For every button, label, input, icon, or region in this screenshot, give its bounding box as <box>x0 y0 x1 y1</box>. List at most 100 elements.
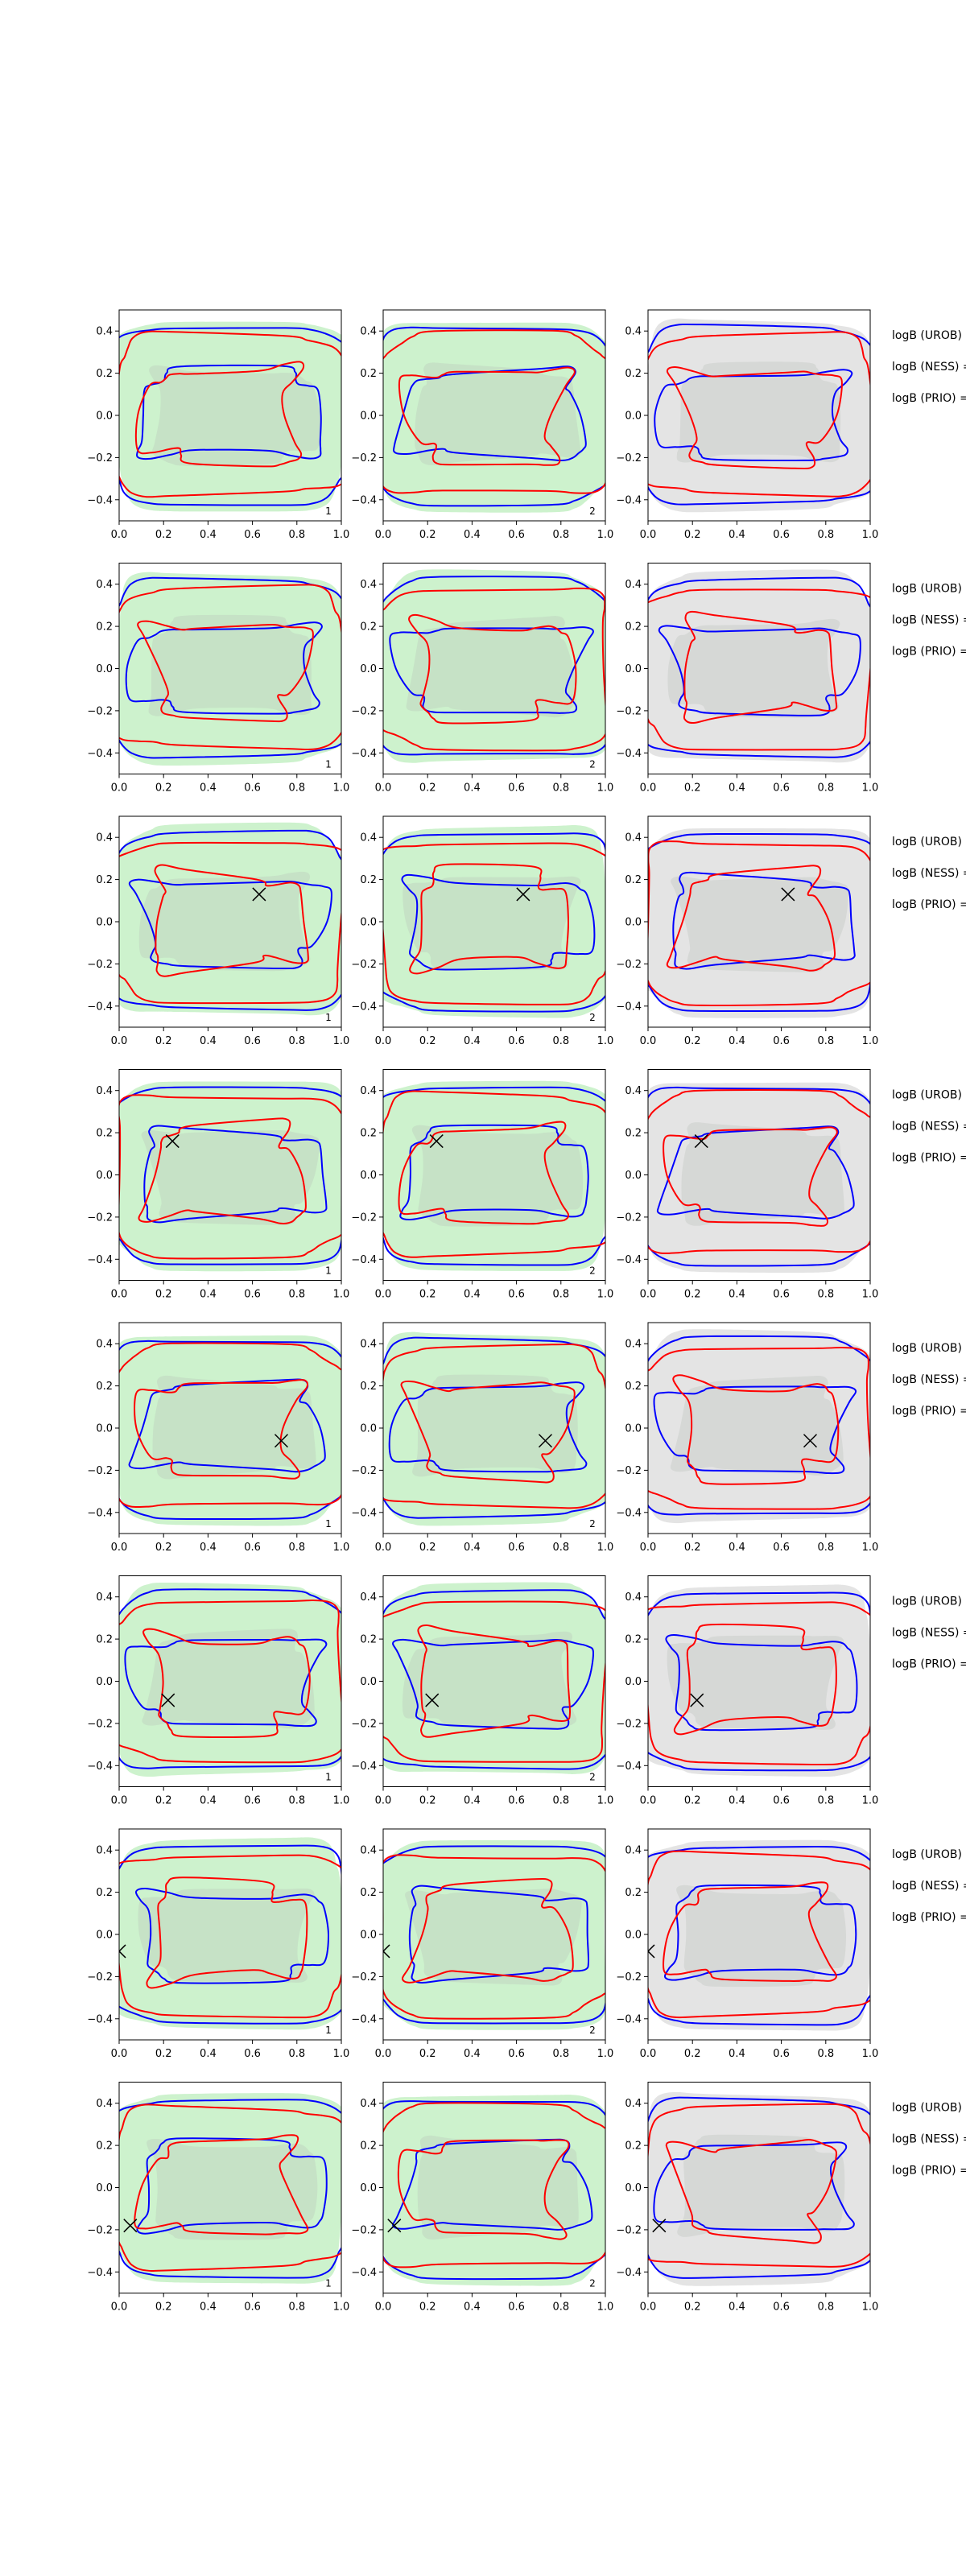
density-region <box>119 1582 341 1777</box>
red-contour-inner <box>397 2139 570 2240</box>
density-region <box>119 2093 341 2284</box>
logb-label-3: logB (PRIO) = <box>892 1405 966 1418</box>
y-tick-label: 0.0 <box>360 2182 377 2194</box>
y-tick-label: 0.4 <box>360 1591 377 1604</box>
x-tick-label: 0.0 <box>640 1542 657 1554</box>
x-tick-label: 0.2 <box>419 782 436 795</box>
y-tick-label: 0.2 <box>625 1128 642 1140</box>
y-tick-label: −0.4 <box>351 1761 377 1773</box>
x-tick-label: 0.4 <box>200 2301 217 2314</box>
y-tick-label: −0.4 <box>87 1761 113 1773</box>
x-tick-label: 0.4 <box>200 1035 217 1047</box>
y-tick-label: −0.4 <box>616 1761 642 1773</box>
panel-number: 1 <box>325 1012 332 1023</box>
x-tick-label: 0.8 <box>552 529 569 541</box>
x-tick-label: 0.6 <box>244 1035 261 1047</box>
y-tick-label: −0.2 <box>87 1718 113 1730</box>
y-tick-label: 0.0 <box>625 1170 642 1182</box>
blue-contour-inner <box>389 626 594 714</box>
x-tick-label: 1.0 <box>862 2048 879 2060</box>
x-tick-label: 0.6 <box>508 1035 525 1047</box>
density-region <box>383 1080 605 1271</box>
blue-contour-outer <box>648 1335 870 1516</box>
x-tick-label: 1.0 <box>597 1035 614 1047</box>
x-tick-label: 0.2 <box>684 1795 701 1807</box>
x-tick-label: 0.0 <box>640 1035 657 1047</box>
x-marker <box>161 1693 175 1707</box>
logb-label-2: logB (NESS) = <box>892 1121 966 1133</box>
x-marker <box>274 1434 289 1448</box>
blue-contour-inner <box>653 1385 857 1475</box>
x-tick-label: 0.6 <box>773 1289 790 1301</box>
y-tick-label: 0.4 <box>360 1085 377 1097</box>
y-tick-label: 0.0 <box>96 663 113 675</box>
red-contour-inner <box>134 1379 309 1480</box>
y-tick-label: 0.0 <box>96 1676 113 1688</box>
x-tick-label: 0.6 <box>244 782 261 795</box>
x-tick-label: 1.0 <box>333 782 350 795</box>
x-tick-label: 0.4 <box>464 782 481 795</box>
y-tick-label: 0.2 <box>360 1887 377 1899</box>
x-tick-label: 0.2 <box>155 529 172 541</box>
density-core <box>417 2135 579 2240</box>
density-core <box>138 871 311 972</box>
logb-label-2: logB (NESS) = <box>892 1373 966 1386</box>
x-tick-label: 0.2 <box>684 2301 701 2314</box>
red-contour-outer <box>383 329 605 494</box>
y-tick-label: −0.2 <box>351 452 377 464</box>
blue-contour-outer <box>648 1086 870 1267</box>
x-tick-label: 0.6 <box>244 529 261 541</box>
y-tick-label: 0.2 <box>360 621 377 634</box>
y-tick-label: 0.2 <box>625 1887 642 1899</box>
y-tick-label: −0.2 <box>87 1212 113 1224</box>
y-tick-label: 0.4 <box>96 326 113 338</box>
blue-contour-outer <box>119 829 341 1011</box>
blue-contour-outer <box>648 2096 870 2279</box>
x-tick-label: 0.6 <box>244 2048 261 2060</box>
x-tick-label: 0.4 <box>200 1542 217 1554</box>
y-tick-label: 0.2 <box>96 1887 113 1899</box>
panel-number: 2 <box>589 1518 596 1530</box>
y-tick-label: 0.0 <box>360 917 377 929</box>
red-contour-inner <box>134 2134 309 2235</box>
density-core <box>402 876 581 970</box>
x-tick-label: 0.0 <box>111 1542 128 1554</box>
y-tick-label: 0.2 <box>96 1381 113 1393</box>
y-tick-label: 0.0 <box>625 2182 642 2194</box>
density-region <box>383 1331 605 1526</box>
x-tick-label: 0.4 <box>729 1289 745 1301</box>
logb-label-1: logB (UROB) = <box>892 836 966 848</box>
x-tick-label: 0.4 <box>200 529 217 541</box>
x-tick-label: 0.4 <box>729 1542 745 1554</box>
blue-contour-inner <box>401 873 596 971</box>
panel-r1-c1: 0.0 0.2 0.4 0.6 0.8 1.0 0.4 0.2 0.0 −0.2 −0.4 1 <box>87 309 349 541</box>
x-tick-label: 0.6 <box>508 2048 525 2060</box>
x-tick-label: 0.2 <box>419 529 436 541</box>
x-tick-label: 0.4 <box>200 1289 217 1301</box>
y-tick-label: −0.2 <box>87 2224 113 2236</box>
x-tick-label: 0.8 <box>552 1795 569 1807</box>
red-contour-outer <box>119 584 341 751</box>
logb-label-1: logB (UROB) = <box>892 1342 966 1355</box>
density-region <box>119 321 341 512</box>
red-contour-inner <box>417 1624 572 1738</box>
y-tick-label: 0.0 <box>96 1930 113 1942</box>
red-contour-outer <box>648 588 870 751</box>
panel-r6-c2: 0.0 0.2 0.4 0.6 0.8 1.0 0.4 0.2 0.0 −0.2 −0.4 2 <box>351 1575 613 1807</box>
y-tick-label: 0.2 <box>360 368 377 380</box>
y-tick-label: −0.4 <box>87 2267 113 2279</box>
x-tick-label: 0.4 <box>464 1542 481 1554</box>
x-tick-label: 1.0 <box>597 2048 614 2060</box>
red-contour-inner <box>398 366 576 466</box>
x-tick-label: 1.0 <box>597 782 614 795</box>
y-tick-label: −0.4 <box>616 494 642 506</box>
x-tick-label: 0.4 <box>729 1795 745 1807</box>
x-tick-label: 0.4 <box>464 1035 481 1047</box>
y-tick-label: −0.2 <box>616 959 642 971</box>
blue-contour-inner <box>134 1887 330 1984</box>
red-contour-outer <box>383 2102 605 2268</box>
y-tick-label: −0.2 <box>87 1971 113 1984</box>
red-contour-outer <box>648 1346 870 1510</box>
red-contour-inner <box>154 864 309 977</box>
